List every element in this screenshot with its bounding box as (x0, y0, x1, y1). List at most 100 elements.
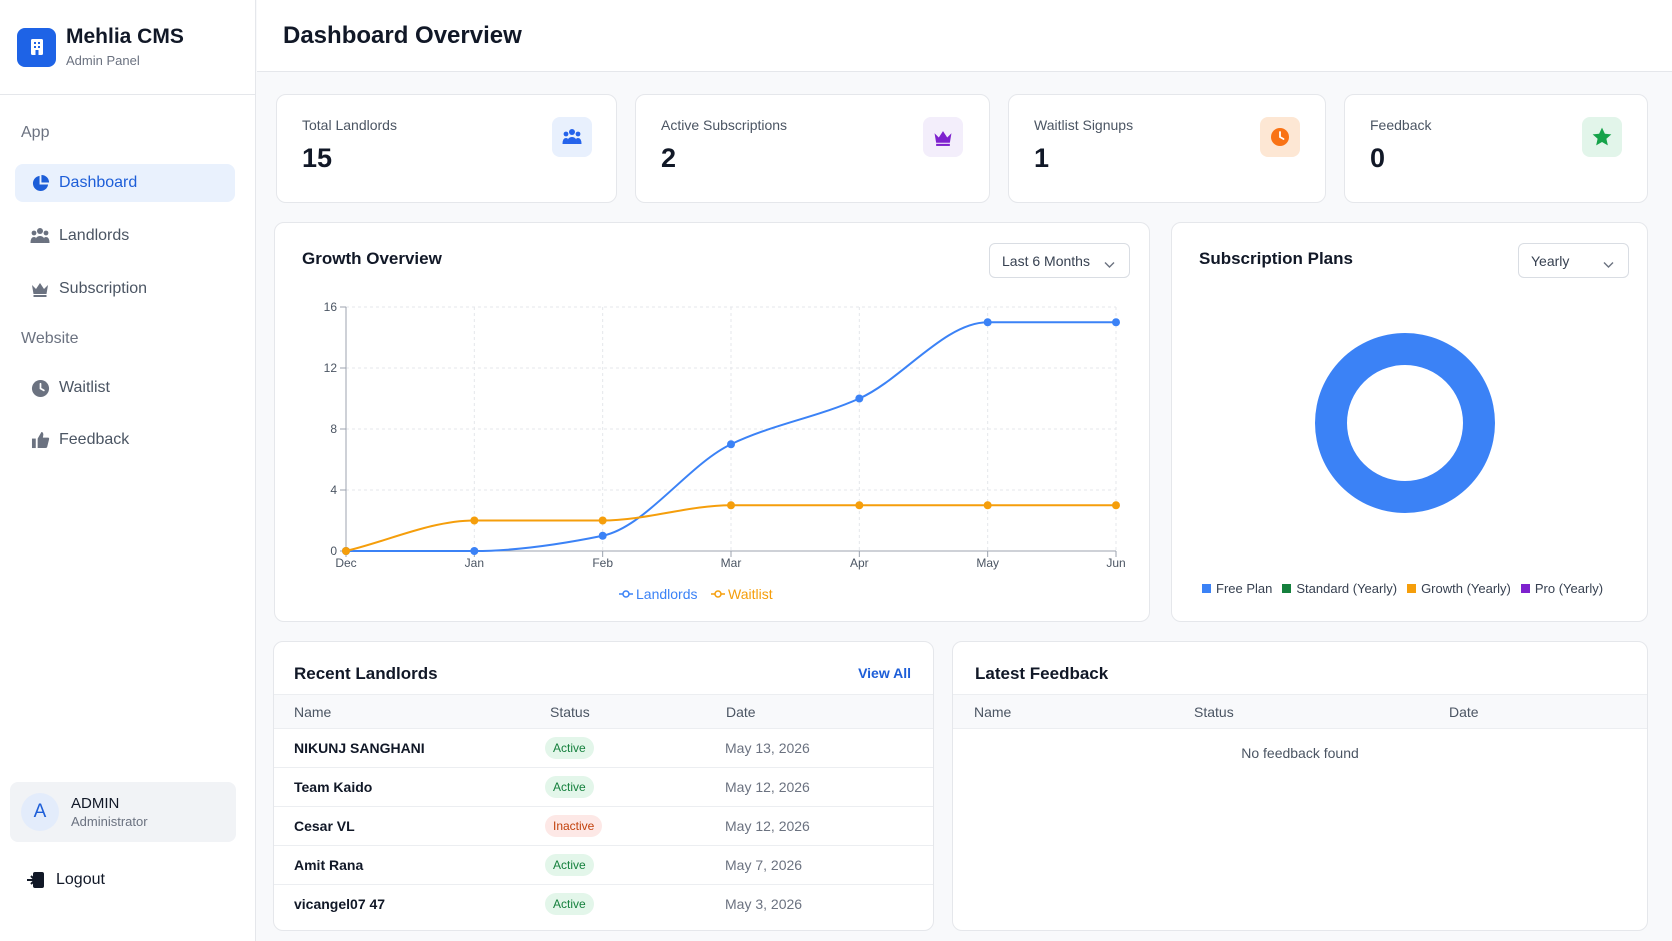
stat-label: Active Subscriptions (661, 117, 788, 133)
plans-legend: Free Plan Standard (Yearly) Growth (Year… (1202, 581, 1613, 596)
growth-overview-card: Growth Overview Last 6 Months (274, 222, 1150, 622)
stat-label: Waitlist Signups (1034, 117, 1134, 133)
legend-swatch (1202, 584, 1211, 593)
pie-chart-icon (30, 173, 50, 193)
crown-icon (30, 279, 50, 299)
sidebar-item-subscription[interactable]: Subscription (15, 270, 235, 308)
recent-landlords-title: Recent Landlords (294, 664, 438, 683)
column-header-status[interactable]: Status (550, 704, 590, 720)
table-row[interactable]: Cesar VL Inactive May 12, 2026 (274, 807, 933, 846)
status-badge: Inactive (545, 815, 603, 837)
status-badge: Active (545, 854, 594, 876)
table-row[interactable]: vicangel07 47 Active May 3, 2026 (274, 885, 933, 924)
sidebar-item-label: Dashboard (59, 174, 138, 191)
legend-label: Standard (Yearly) (1296, 581, 1398, 596)
user-card[interactable]: A ADMIN Administrator (10, 782, 236, 842)
status-badge: Active (545, 737, 594, 759)
column-header-date[interactable]: Date (726, 704, 756, 720)
table-row[interactable]: Amit Rana Active May 7, 2026 (274, 846, 933, 885)
data-point-waitlist (983, 501, 992, 510)
y-tick-label: 4 (330, 483, 337, 497)
sidebar-item-waitlist[interactable]: Waitlist (15, 369, 235, 407)
legend-label: Waitlist (728, 586, 773, 602)
data-point-landlords (1112, 318, 1120, 327)
range-select[interactable]: Last 6 Months (989, 243, 1130, 278)
growth-title: Growth Overview (302, 249, 442, 268)
table-row[interactable]: NIKUNJ SANGHANI Active May 13, 2026 (274, 729, 933, 768)
data-point-landlords (598, 531, 607, 540)
x-tick-label: Feb (592, 556, 613, 570)
landlord-date: May 12, 2026 (725, 818, 810, 834)
period-select[interactable]: Yearly (1518, 243, 1629, 278)
x-tick-label: Jan (465, 556, 484, 570)
landlord-name: vicangel07 47 (294, 896, 386, 912)
legend-label: Growth (Yearly) (1421, 581, 1511, 596)
column-header-name[interactable]: Name (294, 704, 332, 720)
data-point-waitlist (470, 516, 479, 525)
landlord-date: May 7, 2026 (725, 857, 803, 873)
data-point-waitlist (342, 547, 350, 555)
logout-icon (26, 870, 46, 890)
recent-landlords-card: Recent Landlords View All Name Status Da… (273, 641, 934, 931)
legend-label: Free Plan (1216, 581, 1273, 596)
x-tick-label: Jun (1106, 556, 1125, 570)
stat-label: Feedback (1370, 117, 1432, 133)
data-point-waitlist (1112, 501, 1120, 510)
landlord-name: Cesar VL (294, 818, 355, 834)
legend-swatch (1520, 584, 1530, 593)
landlord-date: May 3, 2026 (725, 896, 803, 912)
sidebar-item-landlords[interactable]: Landlords (15, 217, 235, 255)
range-select-value: Last 6 Months (1002, 252, 1090, 269)
stat-value: 2 (661, 143, 677, 173)
star-icon (1582, 117, 1622, 157)
x-tick-label: May (976, 556, 999, 570)
legend-growth-yearly[interactable]: Growth (Yearly) (1407, 581, 1511, 596)
data-point-landlords (855, 394, 864, 403)
stat-value: 15 (302, 143, 333, 173)
avatar: A (21, 793, 59, 831)
page-title: Dashboard Overview (283, 22, 522, 49)
legend-standard-yearly[interactable]: Standard (Yearly) (1282, 581, 1397, 596)
stat-value: 1 (1034, 143, 1050, 173)
legend-waitlist[interactable]: Waitlist (711, 586, 773, 602)
users-icon (552, 117, 592, 157)
x-tick-label: Apr (850, 556, 869, 570)
donut-slice-free-plan[interactable] (1315, 333, 1495, 513)
brand-title: Mehlia CMS (66, 25, 184, 48)
period-select-value: Yearly (1531, 252, 1570, 269)
status-badge: Active (545, 776, 594, 798)
latest-feedback-card: Latest Feedback Name Status Date No feed… (952, 641, 1648, 931)
stat-value: 0 (1370, 143, 1386, 173)
subscription-donut-chart (1315, 333, 1495, 513)
empty-state: No feedback found (1241, 745, 1359, 761)
users-icon (30, 226, 50, 246)
legend-pro-yearly[interactable]: Pro (Yearly) (1520, 581, 1603, 596)
table-header: Name Status Date (274, 694, 933, 729)
sidebar-item-dashboard[interactable]: Dashboard (15, 164, 235, 202)
stat-card-active-subscriptions: Active Subscriptions 2 (635, 94, 990, 203)
legend-free-plan[interactable]: Free Plan (1202, 581, 1272, 596)
clock-icon (1260, 117, 1300, 157)
legend-landlords[interactable]: Landlords (619, 586, 698, 602)
sidebar-item-feedback[interactable]: Feedback (15, 421, 235, 459)
landlord-name: Amit Rana (294, 857, 364, 873)
column-header-status[interactable]: Status (1194, 704, 1234, 720)
view-all-link[interactable]: View All (858, 665, 911, 681)
status-badge: Active (545, 893, 594, 915)
stat-card-feedback: Feedback 0 (1344, 94, 1648, 203)
clock-icon (30, 378, 50, 398)
data-point-landlords (727, 440, 735, 449)
column-header-name[interactable]: Name (974, 704, 1012, 720)
landlord-name: NIKUNJ SANGHANI (294, 740, 425, 756)
sidebar: Mehlia CMS Admin Panel App Dashboard Lan… (0, 0, 256, 941)
y-tick-label: 8 (330, 422, 337, 436)
logout-button[interactable]: Logout (26, 870, 105, 890)
user-role: Administrator (71, 814, 148, 829)
table-row[interactable]: Team Kaido Active May 12, 2026 (274, 768, 933, 807)
legend-line-marker (619, 590, 633, 598)
page-header: Dashboard Overview (257, 0, 1672, 72)
legend-swatch (1282, 584, 1292, 593)
chevron-down-icon (1104, 256, 1115, 272)
column-header-date[interactable]: Date (1449, 704, 1479, 720)
